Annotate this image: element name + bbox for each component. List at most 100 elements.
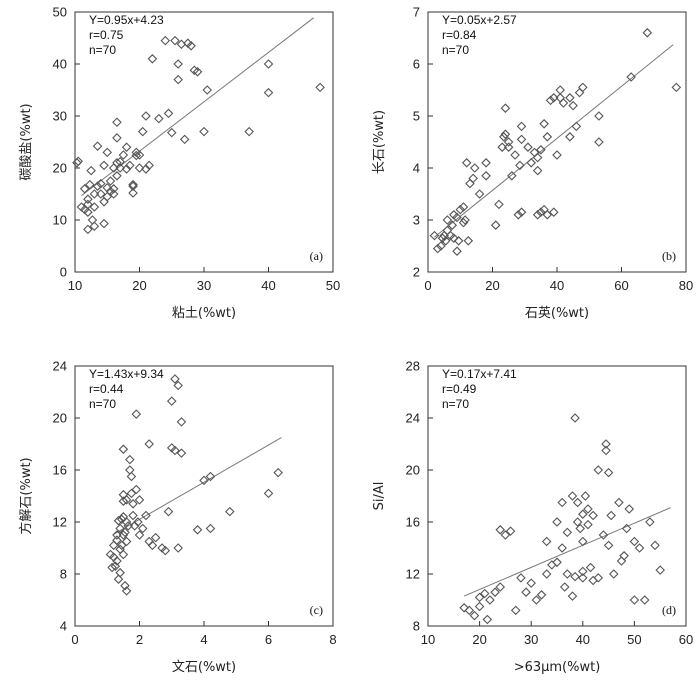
data-point — [603, 540, 614, 551]
data-point — [128, 179, 138, 190]
data-point — [548, 93, 559, 103]
stat-equation: Y=0.05x+2.57 — [442, 13, 517, 27]
data-point — [86, 165, 96, 176]
data-point — [552, 557, 562, 568]
data-point — [137, 523, 148, 534]
data-point — [113, 574, 124, 584]
data-point — [536, 145, 546, 155]
data-point — [469, 163, 480, 173]
x-tick-label: 60 — [679, 632, 693, 647]
data-point — [583, 519, 593, 530]
data-point — [465, 178, 475, 189]
data-point — [570, 571, 580, 582]
data-point — [500, 530, 511, 540]
panel-b: 0 20 40 60 80 2 3 4 5 6 7 石英(%wt) 长石(%wt) Y=0.05x+2.5… — [372, 5, 693, 322]
data-point — [603, 467, 614, 478]
data-point — [459, 603, 469, 613]
data-point — [102, 147, 113, 158]
data-point — [112, 117, 122, 128]
data-point — [453, 236, 464, 246]
data-point — [115, 156, 125, 167]
data-point — [516, 134, 527, 145]
data-point — [526, 158, 536, 168]
data-point — [539, 119, 549, 129]
data-point — [565, 93, 575, 103]
data-point — [474, 592, 485, 603]
stat-n: n=70 — [89, 397, 116, 411]
data-point — [192, 67, 203, 77]
data-point — [479, 588, 490, 599]
data-point — [315, 82, 325, 93]
data-point — [578, 566, 588, 577]
data-point — [452, 246, 462, 256]
data-point — [131, 409, 142, 419]
stat-equation: Y=1.43x+9.34 — [89, 367, 164, 381]
data-point — [608, 569, 619, 579]
data-point — [655, 565, 665, 575]
data-point — [574, 87, 585, 98]
x-tick-label: 10 — [421, 632, 435, 647]
data-point — [429, 230, 440, 241]
data-point — [455, 204, 466, 215]
data-point — [474, 601, 485, 612]
data-point — [128, 188, 138, 198]
panel-tag: (a) — [310, 249, 323, 263]
data-point — [474, 189, 485, 199]
data-point — [144, 439, 154, 449]
panel-tag: (b) — [662, 249, 676, 263]
data-point — [121, 586, 132, 596]
data-point — [626, 72, 636, 82]
data-point — [120, 527, 130, 538]
y-tick-label: 20 — [53, 411, 67, 426]
data-point — [503, 142, 514, 152]
data-point — [118, 150, 129, 160]
data-point — [588, 510, 598, 521]
data-point — [118, 549, 129, 560]
regression-line — [463, 507, 671, 597]
data-point — [545, 95, 556, 106]
data-point — [521, 587, 531, 597]
data-point — [133, 517, 143, 527]
data-point — [147, 540, 158, 551]
data-point — [650, 540, 660, 551]
data-point — [507, 171, 517, 181]
y-tick-label: 16 — [406, 515, 420, 530]
y-tick-label: 3 — [413, 213, 420, 228]
data-point — [490, 220, 501, 230]
data-point — [436, 241, 446, 251]
x-tick-label: 2 — [136, 632, 143, 647]
data-point — [447, 220, 457, 230]
data-point — [503, 137, 514, 147]
stat-r: r=0.75 — [89, 28, 124, 42]
data-point — [163, 506, 174, 517]
data-point — [567, 591, 578, 601]
x-tick-label: 40 — [261, 278, 275, 293]
data-point — [116, 514, 127, 525]
data-point — [107, 562, 117, 573]
data-point — [199, 126, 209, 137]
data-point — [199, 475, 209, 486]
stat-r: r=0.44 — [89, 382, 124, 396]
data-point — [510, 150, 520, 160]
data-point — [624, 504, 635, 514]
data-point — [481, 171, 491, 181]
data-point — [128, 181, 138, 191]
panel-tag: (c) — [310, 603, 323, 617]
data-point — [606, 510, 616, 521]
data-point — [482, 614, 493, 625]
data-point — [166, 127, 177, 138]
data-point — [131, 484, 142, 495]
stat-r: r=0.49 — [442, 382, 477, 396]
data-point — [523, 142, 533, 152]
data-point — [557, 497, 567, 508]
data-point — [452, 212, 462, 223]
data-point — [468, 173, 478, 184]
data-point — [505, 526, 516, 536]
data-point — [83, 194, 93, 204]
y-tick-label: 16 — [53, 463, 67, 478]
data-point — [72, 158, 82, 168]
x-tick-label: 8 — [329, 632, 336, 647]
data-point — [567, 491, 578, 501]
data-point — [112, 535, 122, 545]
data-point — [598, 530, 609, 540]
